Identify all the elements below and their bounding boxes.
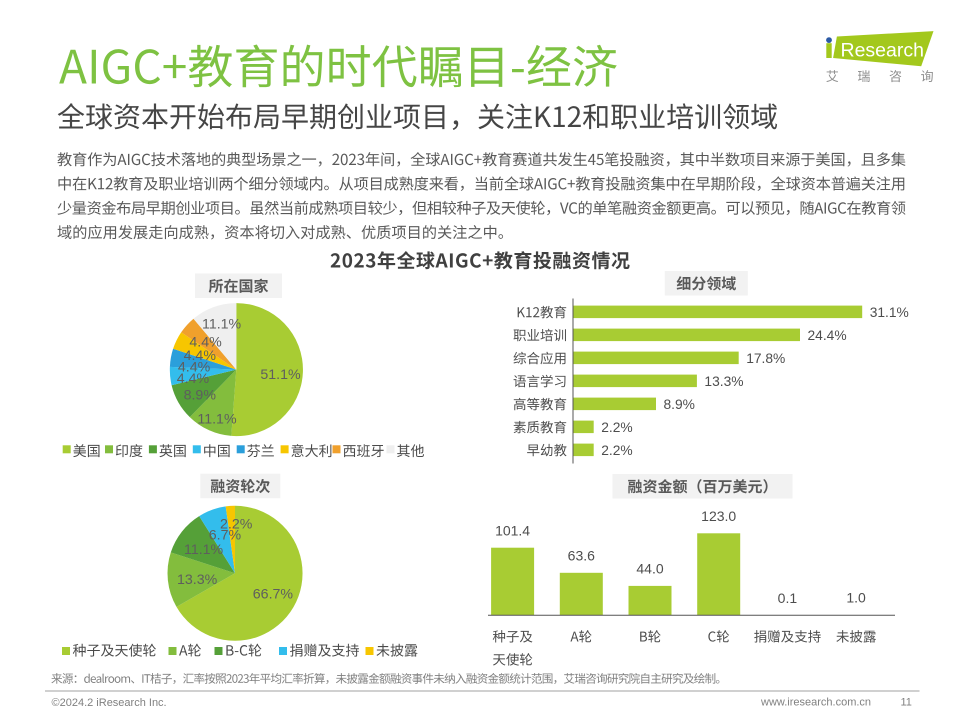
svg-text:17.8%: 17.8% [746, 351, 785, 366]
svg-text:51.1%: 51.1% [260, 367, 301, 383]
svg-text:44.0: 44.0 [636, 561, 663, 577]
svg-text:Research: Research [841, 40, 924, 62]
svg-text:31.1%: 31.1% [870, 305, 909, 320]
svg-text:2.2%: 2.2% [220, 517, 253, 533]
svg-text:66.7%: 66.7% [253, 587, 294, 603]
svg-text:123.0: 123.0 [701, 508, 736, 524]
svg-text:1.0: 1.0 [846, 589, 866, 605]
svg-text:11: 11 [901, 697, 912, 709]
svg-text:11.1%: 11.1% [197, 412, 237, 428]
svg-text:8.9%: 8.9% [664, 397, 695, 412]
svg-text:www.iresearch.com.cn: www.iresearch.com.cn [760, 697, 871, 709]
svg-text:13.3%: 13.3% [704, 374, 743, 389]
svg-text:2.2%: 2.2% [601, 420, 632, 435]
svg-text:11.1%: 11.1% [184, 542, 224, 558]
svg-text:63.6: 63.6 [568, 548, 595, 564]
svg-text:2.2%: 2.2% [601, 443, 632, 458]
svg-text:4.4%: 4.4% [184, 348, 217, 364]
svg-text:13.3%: 13.3% [177, 572, 218, 588]
svg-text:24.4%: 24.4% [808, 328, 847, 343]
svg-text:8.9%: 8.9% [184, 388, 217, 404]
svg-text:11.1%: 11.1% [202, 317, 242, 333]
svg-text:©2024.2 iResearch Inc.: ©2024.2 iResearch Inc. [52, 697, 167, 709]
svg-text:4.4%: 4.4% [189, 335, 222, 351]
svg-text:4.4%: 4.4% [177, 371, 210, 387]
svg-text:4.4%: 4.4% [178, 360, 211, 376]
svg-text:0.1: 0.1 [778, 590, 798, 606]
svg-text:101.4: 101.4 [495, 523, 530, 539]
svg-text:6.7%: 6.7% [209, 528, 242, 544]
